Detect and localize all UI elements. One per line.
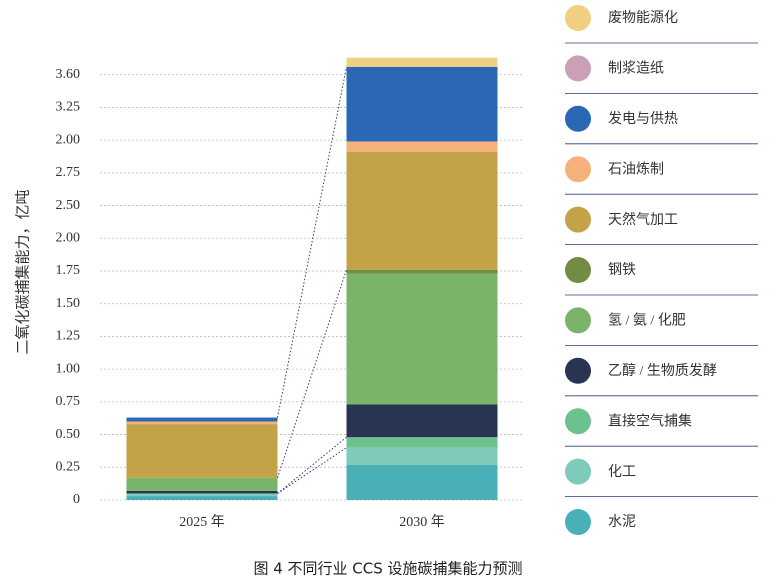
bar-segment: [126, 493, 278, 497]
y-tick-label: 1.00: [56, 361, 81, 376]
bar-segment: [346, 437, 498, 448]
y-tick-label: 3.60: [56, 67, 81, 82]
legend-swatch: [565, 55, 591, 82]
bar-segment: [346, 404, 498, 438]
legend-label: 乙醇 / 生物质发酵: [608, 362, 717, 379]
bar-segment: [346, 269, 498, 274]
y-tick-label: 1.75: [56, 263, 81, 278]
bar-segment: [126, 421, 278, 425]
legend-swatch: [565, 257, 591, 283]
caption: 图 4 不同行业 CCS 设施碳捕集能力预测: [253, 560, 522, 578]
y-tick-label: 2.75: [56, 165, 81, 180]
bar-segment: [346, 273, 498, 405]
y-tick-label: 2.00: [56, 231, 81, 246]
legend-label: 直接空气捕集: [608, 412, 692, 429]
connector: [277, 447, 347, 494]
x-tick-label: 2030 年: [399, 514, 445, 530]
legend-swatch: [565, 408, 591, 435]
legend-swatch: [565, 357, 591, 384]
y-tick-label: 0: [73, 492, 80, 507]
legend-label: 石油炼制: [608, 161, 664, 177]
bar-segment: [346, 151, 498, 270]
legend-swatch: [565, 458, 591, 485]
bar-segment: [126, 424, 278, 478]
legend-swatch: [565, 206, 591, 233]
bar-segment: [346, 66, 498, 142]
legend-swatch: [565, 156, 591, 183]
y-tick-label: 1.50: [56, 296, 81, 311]
legend-label: 钢铁: [608, 262, 636, 278]
y-tick-label: 0.75: [56, 394, 81, 409]
bar-segment: [126, 490, 278, 494]
bar-segment: [126, 477, 278, 491]
connector: [277, 436, 347, 494]
bar-segment: [126, 496, 278, 500]
legend-label: 制浆造纸: [608, 61, 664, 77]
legend-label: 水泥: [608, 514, 636, 530]
x-tick-label: 2025 年: [179, 514, 225, 530]
legend-label: 发电与供热: [608, 111, 678, 127]
legend-label: 化工: [608, 464, 636, 480]
bar-segment: [346, 447, 498, 465]
y-tick-label: 2.00: [56, 132, 81, 147]
bar-segment: [126, 417, 278, 422]
connector: [277, 269, 347, 478]
y-tick-label: 0.50: [56, 427, 81, 442]
y-tick-label: 1.25: [56, 329, 81, 344]
legend-swatch: [565, 5, 591, 31]
legend-swatch: [565, 509, 591, 535]
y-tick-label: 2.50: [56, 198, 81, 213]
bar-segment: [346, 57, 498, 67]
y-axis-label: 二氧化碳捕集能力，亿吨: [14, 189, 31, 354]
connector: [277, 66, 347, 418]
y-tick-label: 3.25: [56, 100, 81, 115]
legend-label: 氢 / 氨 / 化肥: [608, 313, 686, 329]
y-tick-label: 0.25: [56, 460, 81, 475]
legend-swatch: [565, 307, 591, 334]
bar-segment: [346, 464, 498, 500]
legend-swatch: [565, 105, 591, 132]
legend-label: 废物能源化: [608, 10, 678, 26]
legend-label: 天然气加工: [608, 211, 678, 228]
bar-segment: [346, 141, 498, 152]
